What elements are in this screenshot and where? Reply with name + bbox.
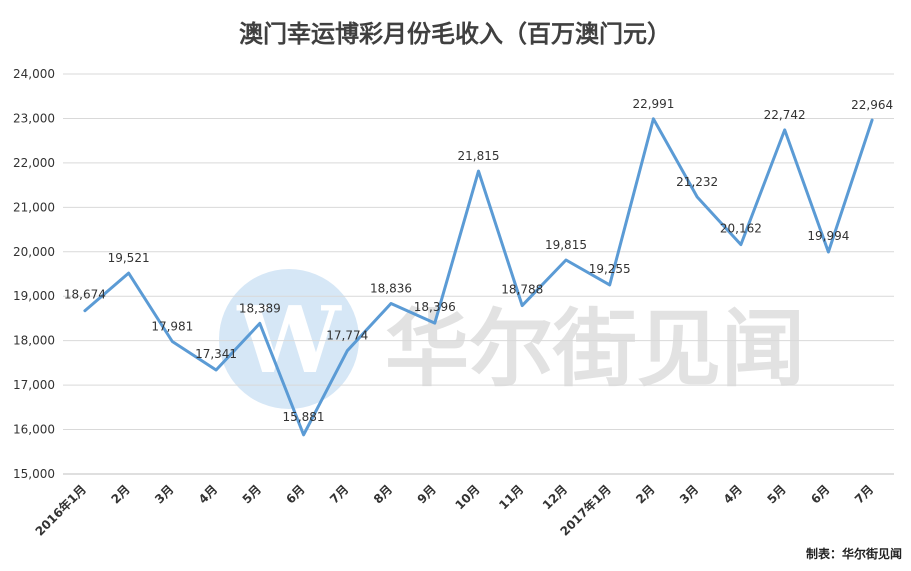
data-label: 22,964 xyxy=(851,98,893,112)
data-label: 17,341 xyxy=(195,347,237,361)
x-tick-label: 2月 xyxy=(633,482,657,506)
data-label: 21,232 xyxy=(676,175,718,189)
data-label: 18,674 xyxy=(64,288,106,302)
data-label: 19,255 xyxy=(589,262,631,276)
watermark: W 华尔街见闻 xyxy=(219,269,805,409)
x-tick-label: 7月 xyxy=(852,482,876,506)
x-tick-label: 2016年1月 xyxy=(32,482,89,539)
data-label: 18,396 xyxy=(414,300,456,314)
x-tick-label: 2月 xyxy=(108,482,132,506)
data-label: 18,389 xyxy=(239,301,281,315)
x-tick-label: 10月 xyxy=(452,482,482,512)
y-tick-label: 16,000 xyxy=(13,423,55,437)
x-tick-label: 12月 xyxy=(540,482,570,512)
chart-title: 澳门幸运博彩月份毛收入（百万澳门元） xyxy=(239,20,671,48)
data-label: 18,836 xyxy=(370,282,412,296)
data-label: 15,881 xyxy=(283,410,325,424)
data-label: 20,162 xyxy=(720,222,762,236)
data-label: 18,788 xyxy=(501,283,543,297)
y-axis-ticks: 15,000 16,000 17,000 18,000 19,000 20,000 21,0… xyxy=(13,67,55,481)
y-tick-label: 24,000 xyxy=(13,67,55,81)
series-line-path xyxy=(83,117,874,437)
x-tick-label: 5月 xyxy=(764,482,788,506)
series-line xyxy=(83,117,874,437)
x-tick-label: 8月 xyxy=(371,482,395,506)
data-label: 19,521 xyxy=(108,251,150,265)
data-label: 22,991 xyxy=(632,97,674,111)
y-tick-label: 20,000 xyxy=(13,245,55,259)
x-tick-label: 6月 xyxy=(283,482,307,506)
grid-lines xyxy=(63,73,894,475)
y-tick-label: 22,000 xyxy=(13,156,55,170)
data-label: 17,774 xyxy=(326,329,368,343)
x-tick-label: 6月 xyxy=(808,482,832,506)
watermark-logo-icon xyxy=(219,269,359,409)
y-tick-label: 15,000 xyxy=(13,467,55,481)
x-tick-label: 3月 xyxy=(677,482,701,506)
y-tick-label: 19,000 xyxy=(13,289,55,303)
watermark-logo-letter: W xyxy=(236,286,342,394)
data-label: 19,994 xyxy=(807,229,849,243)
x-tick-label: 5月 xyxy=(240,482,264,506)
x-tick-label: 3月 xyxy=(152,482,176,506)
y-tick-label: 17,000 xyxy=(13,378,55,392)
x-tick-label: 11月 xyxy=(496,482,526,512)
y-tick-label: 18,000 xyxy=(13,334,55,348)
data-label: 22,742 xyxy=(764,108,806,122)
x-tick-label: 7月 xyxy=(327,482,351,506)
x-tick-label: 9月 xyxy=(415,482,439,506)
y-tick-label: 23,000 xyxy=(13,111,55,125)
x-tick-label: 4月 xyxy=(721,482,745,506)
x-tick-label: 4月 xyxy=(196,482,220,506)
watermark-text: 华尔街见闻 xyxy=(385,299,805,398)
y-tick-label: 21,000 xyxy=(13,200,55,214)
data-label: 19,815 xyxy=(545,238,587,252)
data-label: 21,815 xyxy=(458,149,500,163)
data-label: 17,981 xyxy=(151,320,193,334)
footer-credit: 制表：华尔街见闻 xyxy=(806,546,902,561)
